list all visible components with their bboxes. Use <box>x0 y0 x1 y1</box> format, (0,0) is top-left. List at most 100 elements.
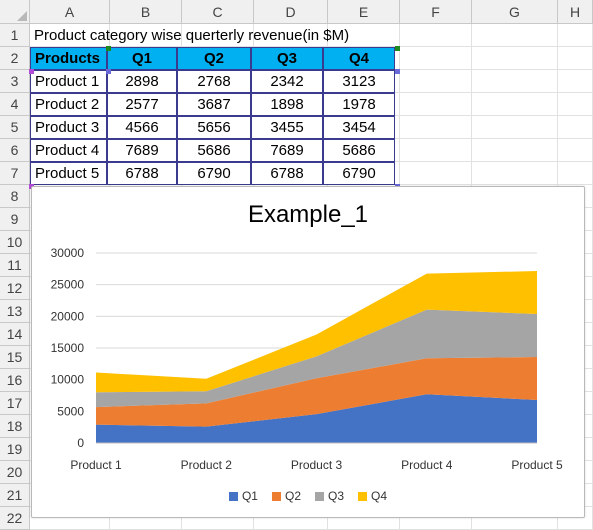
column-header-b[interactable]: B <box>110 0 182 24</box>
row-header-17[interactable]: 17 <box>0 392 30 415</box>
row-header-3[interactable]: 3 <box>0 70 30 93</box>
table-cell[interactable]: 1898 <box>251 93 323 116</box>
cell[interactable] <box>558 116 593 139</box>
cell[interactable] <box>472 93 558 116</box>
table-cell[interactable]: 6790 <box>177 162 251 185</box>
table-header-cell[interactable]: Q3 <box>251 47 323 70</box>
table-header-cell[interactable]: Products <box>30 47 107 70</box>
table-cell[interactable]: Product 4 <box>30 139 107 162</box>
table-cell[interactable]: 6788 <box>107 162 177 185</box>
row-header-15[interactable]: 15 <box>0 346 30 369</box>
cell[interactable] <box>400 47 472 70</box>
table-cell[interactable]: 7689 <box>251 139 323 162</box>
area-series-q1[interactable] <box>96 394 537 443</box>
row-header-21[interactable]: 21 <box>0 484 30 507</box>
table-cell[interactable]: 6788 <box>251 162 323 185</box>
column-header-g[interactable]: G <box>472 0 558 24</box>
row-header-2[interactable]: 2 <box>0 47 30 70</box>
table-cell[interactable]: 5686 <box>323 139 395 162</box>
selection-handle[interactable] <box>106 46 111 51</box>
table-cell[interactable]: Product 2 <box>30 93 107 116</box>
cell[interactable] <box>558 47 593 70</box>
table-cell[interactable]: 3687 <box>177 93 251 116</box>
row-header-4[interactable]: 4 <box>0 93 30 116</box>
cell[interactable] <box>400 93 472 116</box>
cell[interactable] <box>472 47 558 70</box>
legend-item-q1[interactable]: Q1 <box>228 489 258 503</box>
cell[interactable] <box>558 162 593 185</box>
row-header-11[interactable]: 11 <box>0 254 30 277</box>
cell[interactable] <box>472 139 558 162</box>
selection-handle[interactable] <box>106 69 111 74</box>
row-header-7[interactable]: 7 <box>0 162 30 185</box>
legend-item-q2[interactable]: Q2 <box>271 489 301 503</box>
cell[interactable] <box>328 24 400 47</box>
cell[interactable] <box>110 24 182 47</box>
area-series-q3[interactable] <box>96 309 537 408</box>
cell[interactable] <box>400 24 472 47</box>
row-header-6[interactable]: 6 <box>0 139 30 162</box>
column-header-c[interactable]: C <box>182 0 254 24</box>
row-header-12[interactable]: 12 <box>0 277 30 300</box>
cell[interactable] <box>472 162 558 185</box>
table-cell[interactable]: 4566 <box>107 116 177 139</box>
column-header-h[interactable]: H <box>558 0 593 24</box>
selection-handle[interactable] <box>395 46 400 51</box>
sheet-title-cell[interactable]: Product category wise querterly revenue(… <box>34 27 350 44</box>
row-header-14[interactable]: 14 <box>0 323 30 346</box>
row-header-10[interactable]: 10 <box>0 231 30 254</box>
cell[interactable] <box>472 24 558 47</box>
select-all-corner[interactable] <box>0 0 30 24</box>
table-cell[interactable]: 3455 <box>251 116 323 139</box>
row-header-16[interactable]: 16 <box>0 369 30 392</box>
table-cell[interactable]: 6790 <box>323 162 395 185</box>
cell[interactable] <box>400 139 472 162</box>
table-header-cell[interactable]: Q4 <box>323 47 395 70</box>
row-header-9[interactable]: 9 <box>0 208 30 231</box>
table-cell[interactable]: 1978 <box>323 93 395 116</box>
column-header-f[interactable]: F <box>400 0 472 24</box>
row-header-13[interactable]: 13 <box>0 300 30 323</box>
table-header-cell[interactable]: Q1 <box>107 47 177 70</box>
table-cell[interactable]: Product 1 <box>30 70 107 93</box>
table-cell[interactable]: 3454 <box>323 116 395 139</box>
table-header-cell[interactable]: Q2 <box>177 47 251 70</box>
table-cell[interactable]: 2577 <box>107 93 177 116</box>
row-header-19[interactable]: 19 <box>0 438 30 461</box>
column-header-a[interactable]: A <box>30 0 110 24</box>
cell[interactable] <box>558 70 593 93</box>
cell[interactable] <box>30 24 110 47</box>
area-series-q4[interactable] <box>96 271 537 393</box>
chart-area[interactable]: Example_1 0 5000 10000 15000 20000 25000 30000… <box>31 186 585 518</box>
table-cell[interactable]: Product 5 <box>30 162 107 185</box>
selection-handle[interactable] <box>395 69 400 74</box>
column-header-d[interactable]: D <box>254 0 328 24</box>
table-cell[interactable]: 3123 <box>323 70 395 93</box>
area-series-q2[interactable] <box>96 357 537 427</box>
cell[interactable] <box>558 139 593 162</box>
cell[interactable] <box>182 24 254 47</box>
cell[interactable] <box>400 162 472 185</box>
table-cell[interactable]: 5686 <box>177 139 251 162</box>
row-header-20[interactable]: 20 <box>0 461 30 484</box>
cell[interactable] <box>400 116 472 139</box>
legend-item-q3[interactable]: Q3 <box>315 489 344 503</box>
table-cell[interactable]: 2768 <box>177 70 251 93</box>
selection-handle[interactable] <box>29 69 34 74</box>
table-cell[interactable]: 7689 <box>107 139 177 162</box>
table-cell[interactable]: Product 3 <box>30 116 107 139</box>
cell[interactable] <box>472 116 558 139</box>
table-cell[interactable]: 5656 <box>177 116 251 139</box>
cell[interactable] <box>558 93 593 116</box>
row-header-5[interactable]: 5 <box>0 116 30 139</box>
cell[interactable] <box>400 70 472 93</box>
cell[interactable] <box>472 70 558 93</box>
cell[interactable] <box>558 24 593 47</box>
row-header-1[interactable]: 1 <box>0 24 30 47</box>
cell[interactable] <box>254 24 328 47</box>
column-header-e[interactable]: E <box>328 0 400 24</box>
row-header-22[interactable]: 22 <box>0 507 30 530</box>
table-cell[interactable]: 2342 <box>251 70 323 93</box>
row-header-18[interactable]: 18 <box>0 415 30 438</box>
legend-item-q4[interactable]: Q4 <box>358 489 387 503</box>
